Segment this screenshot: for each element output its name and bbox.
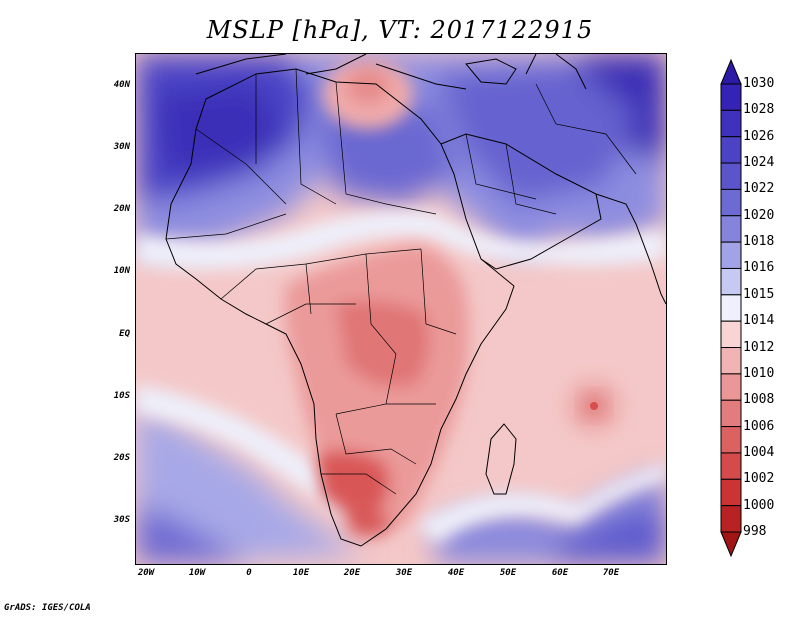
country-borders <box>165 68 637 495</box>
map-title: MSLP [hPa], VT: 2017122915 <box>206 16 594 44</box>
lon-label-50e: 50E <box>499 568 517 578</box>
lat-label-40n: 40N <box>113 80 130 90</box>
transition-band-south <box>136 384 666 544</box>
colorbar-bin <box>720 399 742 428</box>
colorbar-bin <box>720 505 742 533</box>
lat-label-30n: 30N <box>113 142 130 152</box>
colorbar-bin <box>720 136 742 164</box>
colorbar-bin <box>720 215 742 243</box>
colorbar-label: 1030 <box>743 76 775 91</box>
colorbar-bin <box>720 241 742 269</box>
lon-label-10w: 10W <box>188 568 206 578</box>
lat-label-10s: 10S <box>113 391 130 401</box>
lon-label-20e: 20E <box>343 568 361 578</box>
colorbar-bin <box>720 267 742 296</box>
colorbar-label: 1018 <box>743 234 775 250</box>
lon-label-30e: 30E <box>395 568 413 578</box>
colorbar-min-arrow <box>720 531 742 558</box>
coastlines <box>165 54 666 547</box>
colorbar-bin <box>720 294 742 322</box>
lon-label-20w: 20W <box>137 568 155 578</box>
colorbar-label: 1002 <box>743 471 775 487</box>
map-panel <box>135 53 667 565</box>
colorbar-label: 1014 <box>743 313 775 329</box>
colorbar-bin <box>720 188 742 217</box>
colorbar-bin <box>720 162 742 190</box>
colorbar-label: 1008 <box>743 392 775 408</box>
high-pressure-north <box>136 54 666 254</box>
colorbar-bin <box>720 83 742 111</box>
lat-label-30s: 30S <box>113 515 130 525</box>
transition-band-north <box>136 210 666 270</box>
colorbar-label: 1010 <box>743 365 775 381</box>
colorbar <box>720 58 742 558</box>
colorbar-label: 1024 <box>743 155 775 171</box>
colorbar-label: 1020 <box>743 207 775 223</box>
lon-label-40e: 40E <box>447 568 465 578</box>
lon-label-60e: 60E <box>551 568 569 578</box>
colorbar-bin <box>720 426 742 454</box>
african-low <box>284 244 470 538</box>
colorbar-label: 1015 <box>743 286 775 302</box>
colorbar-label: 1000 <box>743 497 775 513</box>
grads-credit: GrADS: IGES/COLA <box>4 603 91 613</box>
colorbar-label: 1026 <box>743 128 775 144</box>
lat-label-eq: EQ <box>119 329 130 339</box>
colorbar-bin <box>720 320 742 349</box>
colorbar-bin <box>720 347 742 375</box>
lat-label-10n: 10N <box>113 266 130 276</box>
lon-label-10e: 10E <box>292 568 310 578</box>
lat-label-20s: 20S <box>113 453 130 463</box>
colorbar-label: 1006 <box>743 418 775 434</box>
colorbar-bin <box>720 109 742 138</box>
colorbar-bin <box>720 452 742 480</box>
colorbar-label: 1016 <box>743 260 775 276</box>
lon-label-0: 0 <box>246 568 252 578</box>
colorbar-max-arrow <box>720 58 742 85</box>
colorbar-label: 1012 <box>743 339 775 355</box>
colorbar-label: 998 <box>743 524 767 539</box>
colorbar-bin <box>720 373 742 401</box>
lat-label-20n: 20N <box>113 204 130 214</box>
colorbar-label: 1028 <box>743 102 775 118</box>
colorbar-label: 1004 <box>743 444 775 460</box>
colorbar-label: 1022 <box>743 181 775 197</box>
indian-ocean-low <box>564 376 624 436</box>
pressure-map <box>136 54 666 564</box>
lon-label-70e: 70E <box>602 568 620 578</box>
mediterranean-low <box>323 59 413 129</box>
colorbar-bin <box>720 478 742 507</box>
